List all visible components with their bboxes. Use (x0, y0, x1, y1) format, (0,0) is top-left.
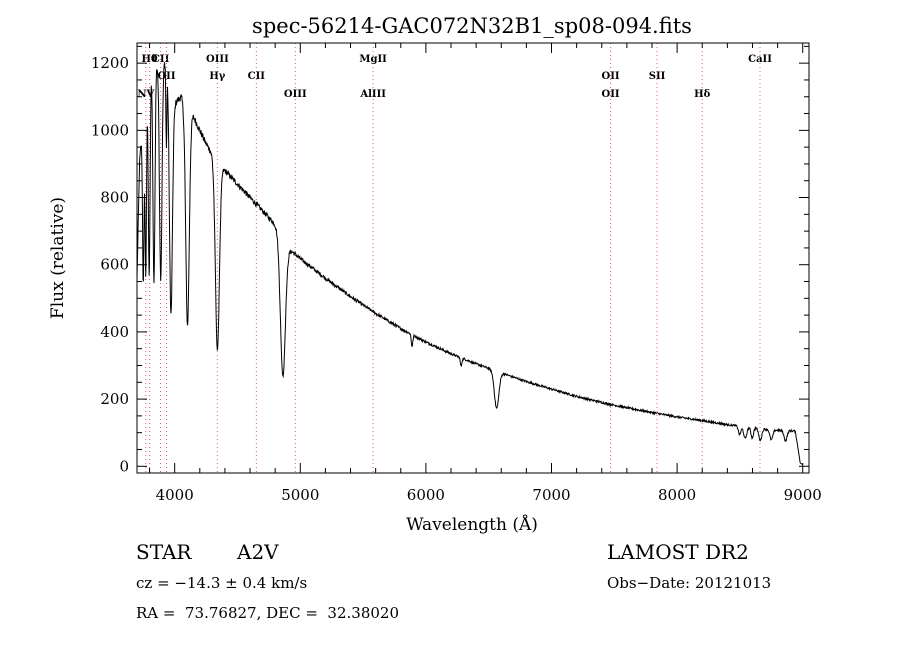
line-marker-label: NV (137, 89, 154, 100)
x-tick-label: 8000 (658, 486, 696, 504)
x-tick-label: 6000 (407, 486, 445, 504)
y-tick-label: 0 (119, 457, 129, 475)
spectrum-line (136, 62, 803, 465)
y-tick-label: 1200 (91, 54, 129, 72)
y-tick-label: 1000 (91, 121, 129, 139)
line-marker-label: Hγ (209, 71, 225, 82)
line-marker-label: AlIII (359, 89, 386, 100)
line-marker-label: Hδ (694, 89, 710, 100)
plot-frame (136, 42, 810, 474)
chart-title: spec-56214-GAC072N32B1_sp08-094.fits (252, 14, 692, 38)
line-marker-label: CII (152, 54, 170, 65)
y-tick-label: 200 (100, 390, 129, 408)
axis-ticks: 4000 5000 6000 7000 8000 9000 0 200 400 600 800 100… (91, 43, 822, 504)
redshift-value: cz = −14.3 ± 0.4 km/s (136, 574, 308, 592)
line-marker-label: MgII (359, 54, 387, 65)
x-tick-label: 7000 (532, 486, 570, 504)
line-marker-label: CII (248, 71, 266, 82)
line-marker-label: OIII (206, 54, 229, 65)
coordinates: RA = 73.76827, DEC = 32.38020 (136, 604, 400, 622)
y-tick-label: 400 (100, 323, 129, 341)
x-axis-label: Wavelength (Å) (406, 514, 538, 535)
object-class: STAR (136, 540, 192, 564)
obs-date: Obs−Date: 20121013 (607, 574, 772, 592)
line-marker-label: SII (649, 71, 666, 82)
x-tick-label: 9000 (784, 486, 822, 504)
object-subclass: A2V (237, 540, 279, 564)
line-marker-label: Hθ (141, 54, 157, 65)
survey-name: LAMOST DR2 (607, 540, 749, 564)
y-tick-label: 800 (100, 189, 129, 207)
line-marker-label: OIII (284, 89, 307, 100)
line-marker-label: OII (602, 89, 620, 100)
line-marker-label: OII (602, 71, 620, 82)
y-tick-label: 600 (100, 256, 129, 274)
line-marker-label: CaII (748, 54, 772, 65)
x-tick-label: 5000 (281, 486, 319, 504)
line-marker-label: OII (157, 71, 175, 82)
y-axis-label: Flux (relative) (48, 197, 68, 319)
x-tick-label: 4000 (156, 486, 194, 504)
